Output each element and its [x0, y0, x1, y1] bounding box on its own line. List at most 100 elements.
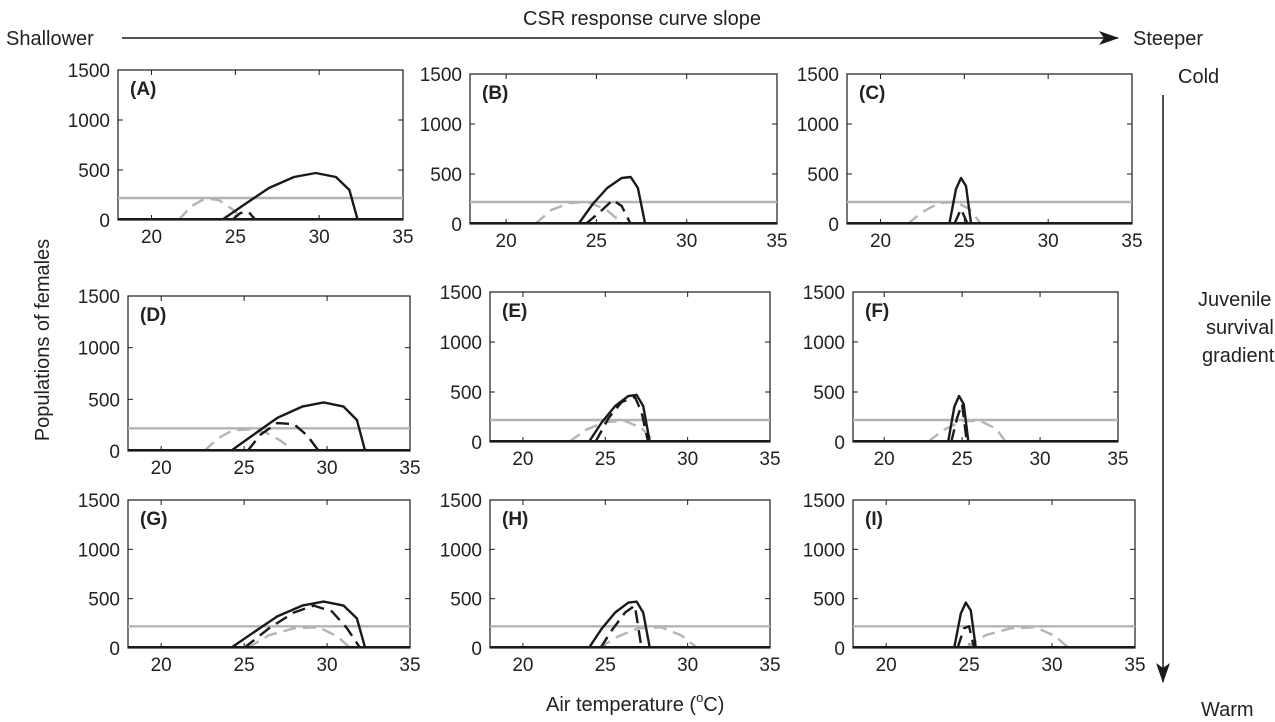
series-black-solid: [948, 176, 973, 224]
y-tick-label: 1000: [440, 540, 482, 561]
panel-label: (B): [482, 83, 508, 104]
x-tick-label: 35: [759, 655, 780, 676]
y-tick-label: 1500: [797, 65, 839, 86]
series-black-dashed: [584, 198, 632, 224]
panel-label: (C): [859, 83, 885, 104]
y-tick-label: 0: [109, 442, 120, 463]
x-tick-label: 25: [586, 231, 607, 252]
series-black-solid: [587, 600, 651, 648]
x-axis-label: Air temperature (oC): [546, 690, 724, 716]
series-black-solid: [946, 394, 970, 442]
x-tick-label: 25: [234, 458, 255, 479]
x-tick-label: 20: [874, 449, 895, 470]
panel-d: 20 25 30 35 0 500 1000 1500 (D): [78, 287, 421, 479]
x-tick-label: 35: [766, 231, 787, 252]
x-tick-label: 30: [677, 655, 698, 676]
x-tick-label: 25: [952, 449, 973, 470]
x-tick-label: 30: [316, 655, 337, 676]
series-black-dashed: [599, 604, 643, 648]
series-black-dashed: [956, 625, 976, 648]
y-tick-label: 1500: [78, 287, 120, 308]
y-tick-label: 0: [834, 639, 845, 660]
series-black-solid: [577, 175, 647, 224]
y-tick-label: 1500: [78, 491, 120, 512]
x-tick-label: 25: [959, 655, 980, 676]
top-title: CSR response curve slope: [523, 8, 761, 30]
series-black-solid: [230, 600, 367, 648]
series-black-solid: [221, 171, 359, 220]
x-tick-label: 35: [399, 458, 420, 479]
panel-a: 20 25 30 35 0 500 1000 1500 (A): [68, 61, 414, 248]
panel-c: 20 25 30 35 0 500 1000 1500 (C): [797, 65, 1143, 252]
x-tick-label: 25: [595, 655, 616, 676]
series-gray-dashed: [568, 419, 656, 442]
x-tick-label: 30: [677, 449, 698, 470]
gradient-label-2: survival: [1206, 317, 1274, 339]
y-tick-label: 0: [99, 211, 110, 232]
y-tick-label: 500: [807, 165, 839, 186]
y-tick-label: 0: [109, 639, 120, 660]
y-tick-label: 500: [450, 383, 482, 404]
x-tick-label: 25: [595, 449, 616, 470]
series-gray-dashed: [203, 428, 295, 451]
y-axis-label: Populations of females: [32, 239, 54, 441]
panel-label: (D): [140, 305, 166, 326]
y-tick-label: 1000: [78, 339, 120, 360]
y-tick-label: 500: [430, 165, 462, 186]
x-tick-label: 20: [870, 231, 891, 252]
y-tick-label: 1500: [440, 283, 482, 304]
x-tick-label: 30: [1029, 449, 1050, 470]
y-tick-label: 1500: [420, 65, 462, 86]
series-black-solid: [230, 401, 367, 451]
series-gray-dashed: [534, 200, 625, 224]
x-tick-label: 35: [1121, 231, 1142, 252]
x-tick-label: 25: [225, 227, 246, 248]
x-axis-label-end: C): [703, 694, 724, 716]
x-tick-label: 20: [876, 655, 897, 676]
y-tick-label: 0: [471, 639, 482, 660]
x-tick-label: 30: [676, 231, 697, 252]
cold-label: Cold: [1178, 66, 1219, 88]
series-black-solid: [587, 393, 651, 442]
gradient-label-1: Juvenile: [1198, 289, 1271, 311]
steeper-label: Steeper: [1133, 28, 1203, 50]
x-tick-label: 30: [1038, 231, 1059, 252]
series-black-dashed: [231, 210, 257, 220]
x-tick-label: 35: [759, 449, 780, 470]
series-black-dashed: [950, 402, 968, 442]
panel-label: (G): [140, 509, 167, 530]
y-tick-label: 1000: [803, 540, 845, 561]
panel-grid: 20 25 30 35 0 500 1000 1500 (A) 20 25 30 35 0 500 1000 1…: [68, 61, 1146, 676]
series-black-dashed: [246, 421, 320, 451]
y-tick-label: 500: [88, 590, 120, 611]
x-tick-label: 20: [496, 231, 517, 252]
y-tick-label: 1500: [68, 61, 110, 82]
panel-f: 20 25 30 35 0 500 1000 1500 (F): [803, 283, 1129, 470]
x-tick-label: 20: [151, 655, 172, 676]
panel-label: (A): [130, 79, 156, 100]
y-tick-label: 500: [78, 161, 110, 182]
y-tick-label: 0: [471, 433, 482, 454]
x-tick-label: 30: [1041, 655, 1062, 676]
x-tick-label: 35: [399, 655, 420, 676]
y-tick-label: 1500: [803, 283, 845, 304]
panel-i: 20 25 30 35 0 500 1000 1500 (I): [803, 491, 1146, 676]
series-gray-dashed: [246, 626, 352, 648]
series-gray-dashed: [927, 419, 1007, 442]
series-black-dashed: [594, 395, 650, 442]
y-tick-label: 0: [834, 433, 845, 454]
y-tick-label: 1000: [797, 115, 839, 136]
y-tick-label: 1500: [440, 491, 482, 512]
y-tick-label: 1000: [420, 115, 462, 136]
y-tick-label: 1000: [68, 111, 110, 132]
panel-label: (H): [502, 509, 528, 530]
x-tick-label: 25: [954, 231, 975, 252]
y-tick-label: 1000: [803, 333, 845, 354]
x-tick-label: 20: [512, 449, 533, 470]
x-axis-label-main: Air temperature (: [546, 694, 696, 716]
series-black-dashed: [243, 604, 362, 648]
panel-e: 20 25 30 35 0 500 1000 1500 (E): [440, 283, 781, 470]
series-gray-dashed: [177, 197, 245, 220]
panel-label: (F): [865, 301, 889, 322]
